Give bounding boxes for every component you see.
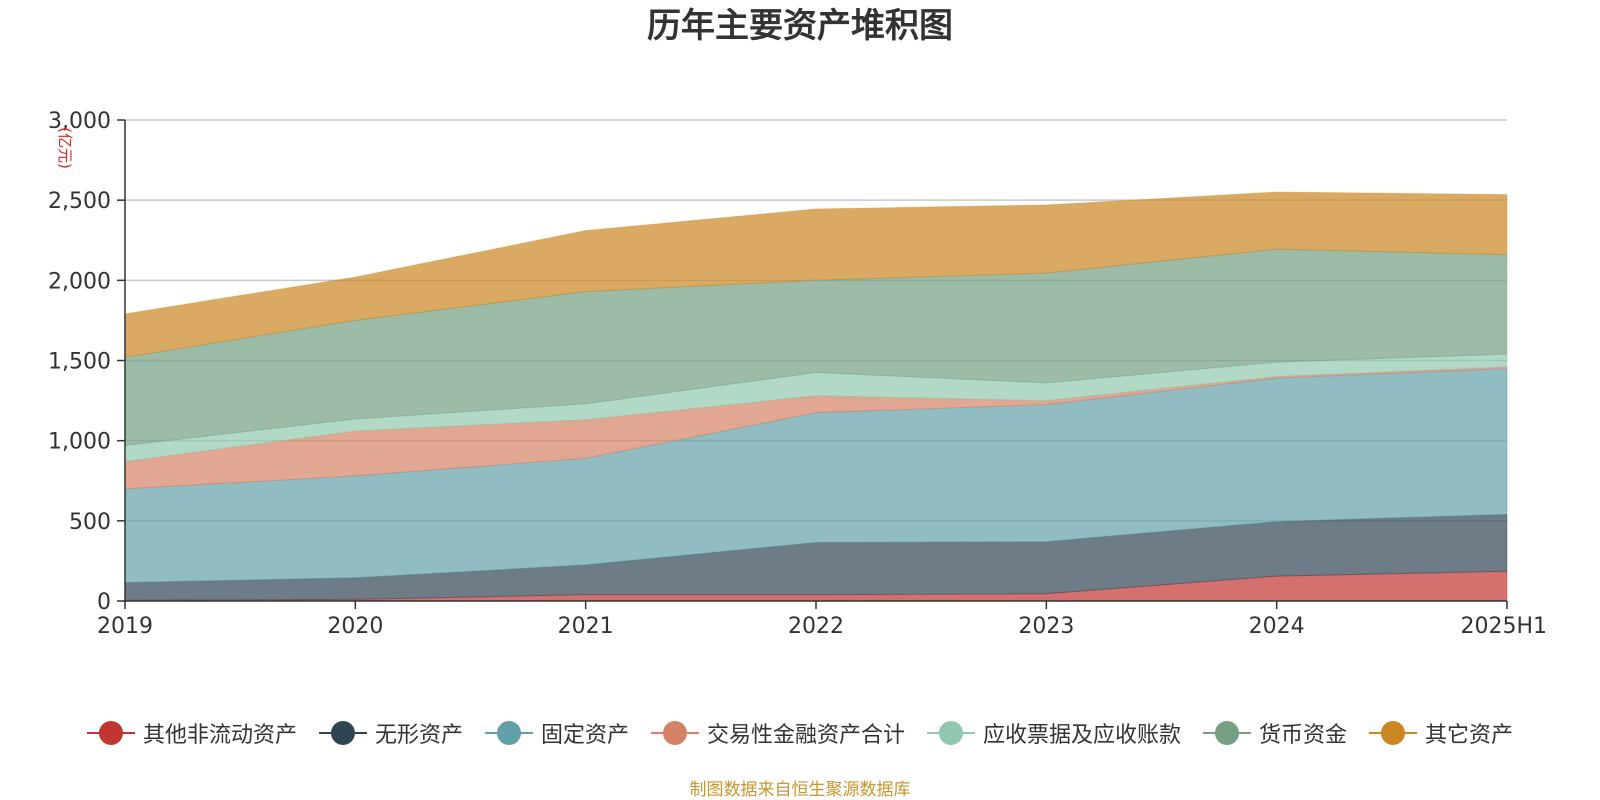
series-areas: [124, 191, 1508, 602]
x-tick-label-2022: 2022: [788, 614, 844, 639]
legend-marker-icon: [1203, 721, 1252, 745]
x-tick-label-2021: 2021: [558, 614, 614, 639]
legend-item-5[interactable]: 货币资金: [1203, 717, 1347, 749]
legend-label: 固定资产: [540, 723, 629, 748]
x-tick-label-2023: 2023: [1018, 614, 1074, 639]
area-series-2: [124, 367, 1508, 584]
legend-item-2[interactable]: 固定资产: [484, 717, 629, 749]
y-tick-label-3000: 3,000: [48, 109, 111, 134]
area-series-6: [124, 191, 1508, 358]
chart-title: 历年主要资产堆积图: [647, 6, 953, 46]
y-tick-label-2000: 2,000: [48, 269, 111, 294]
legend-label: 应收票据及应收账款: [983, 723, 1182, 748]
legend-marker-icon: [650, 721, 699, 745]
y-tick-label-1000: 1,000: [48, 430, 111, 455]
x-tick-label-2024: 2024: [1249, 614, 1305, 639]
legend-label: 无形资产: [374, 723, 463, 748]
y-tick-label-2500: 2,500: [48, 189, 111, 214]
y-tick-label-0: 0: [97, 590, 111, 615]
legend-item-4[interactable]: 应收票据及应收账款: [927, 717, 1181, 749]
legend-item-1[interactable]: 无形资产: [318, 717, 463, 749]
x-tick-label-2025H1: 2025H1: [1460, 614, 1547, 639]
legend-marker-icon: [927, 721, 975, 745]
axes: 0 500 1,000 1,500 2,000 2,500 3,000 2019 2020 202…: [48, 109, 1547, 639]
legend-item-6[interactable]: 其它资产: [1369, 717, 1513, 749]
legend-label: 货币资金: [1259, 723, 1348, 748]
x-tick-label-2019: 2019: [97, 614, 153, 639]
y-axis-unit-label: (亿元): [56, 127, 74, 169]
legend-label: 其它资产: [1425, 723, 1514, 748]
y-tick-label-500: 500: [69, 510, 111, 535]
legend-marker-icon: [484, 721, 533, 745]
legend: 其他非流动资产 无形资产 固定资产 交易性金融资产合计 应收票据及应收账款 货币资金 其它资…: [0, 718, 1600, 748]
legend-marker-icon: [1369, 721, 1418, 745]
legend-label: 交易性金融资产合计: [706, 723, 905, 748]
x-tick-label-2020: 2020: [327, 614, 383, 639]
legend-marker-icon: [318, 721, 367, 745]
legend-item-0[interactable]: 其他非流动资产: [86, 717, 297, 749]
legend-item-3[interactable]: 交易性金融资产合计: [650, 717, 905, 749]
area-series-5: [124, 248, 1508, 447]
y-tick-label-1500: 1,500: [48, 350, 111, 375]
source-note: 制图数据来自恒生聚源数据库: [689, 780, 911, 800]
legend-marker-icon: [86, 721, 135, 745]
legend-label: 其他非流动资产: [142, 723, 297, 748]
area-series-4: [124, 353, 1508, 463]
